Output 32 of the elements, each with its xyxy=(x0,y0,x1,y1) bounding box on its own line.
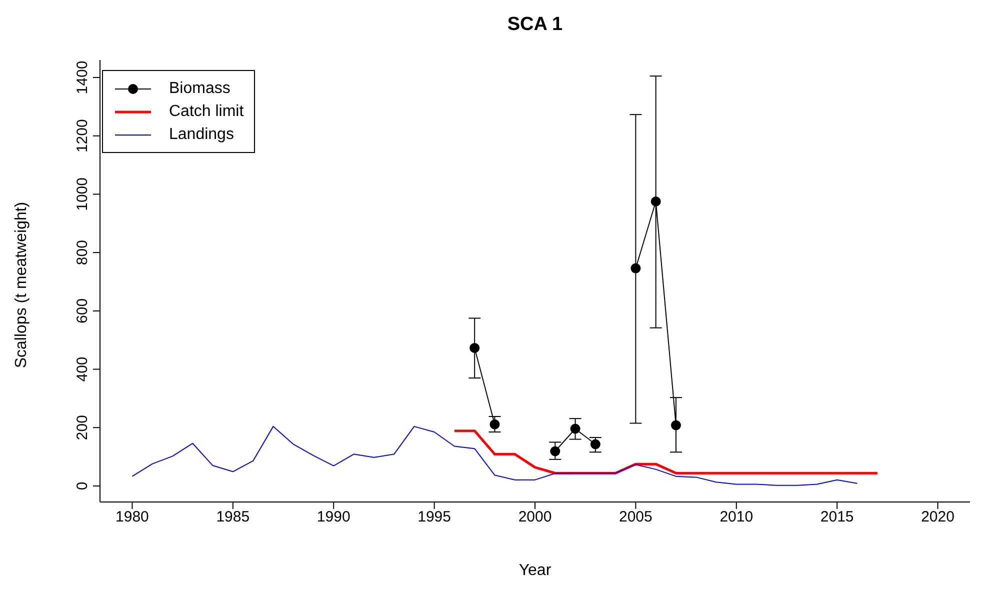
point xyxy=(550,446,560,456)
point xyxy=(670,420,681,430)
y-tick-label: 1400 xyxy=(74,60,91,94)
point xyxy=(590,439,600,450)
point xyxy=(630,263,641,274)
x-tick-label: 2005 xyxy=(619,508,652,526)
x-axis-title: Year xyxy=(518,562,552,580)
point xyxy=(490,419,500,430)
x-tick-label: 1985 xyxy=(216,508,250,526)
x-tick-label: 2020 xyxy=(921,508,954,526)
y-tick-label: 800 xyxy=(74,240,91,266)
y-tick-label: 0 xyxy=(74,482,91,490)
point xyxy=(470,342,480,353)
y-tick-label: 400 xyxy=(74,356,91,382)
x-tick-label: 1995 xyxy=(418,508,451,526)
chart-title: SCA 1 xyxy=(506,14,564,36)
y-tick-label: 600 xyxy=(74,298,91,324)
x-tick-label: 2010 xyxy=(720,508,754,526)
legend-label: Landings xyxy=(169,126,234,144)
x-tick-label: 2000 xyxy=(518,508,552,526)
legend-label: Catch limit xyxy=(169,102,244,120)
x-tick-label: 2015 xyxy=(820,508,854,526)
point xyxy=(570,424,580,434)
x-tick-label: 1980 xyxy=(116,508,149,526)
point xyxy=(650,196,661,206)
y-tick-label: 1000 xyxy=(74,178,91,211)
y-tick-label: 1200 xyxy=(74,119,91,153)
x-tick-label: 1990 xyxy=(316,508,350,526)
legend-label: Biomass xyxy=(169,80,230,98)
y-tick-label: 200 xyxy=(74,415,91,440)
y-axis-title: Scallops (t meatweight) xyxy=(13,202,31,368)
line-series xyxy=(132,426,858,486)
